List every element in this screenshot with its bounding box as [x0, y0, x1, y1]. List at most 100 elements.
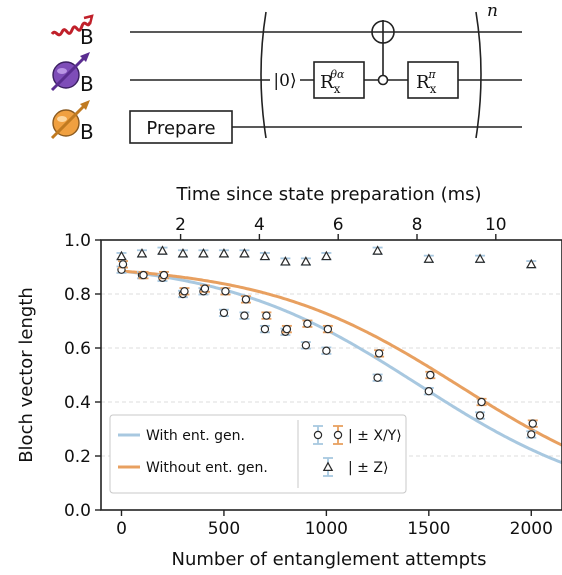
data-point-with: [240, 311, 249, 320]
x-tick-label: 2000: [510, 519, 553, 539]
gate1-sub: x: [334, 82, 341, 96]
top-tick-label: 6: [333, 215, 344, 235]
x-tick-label: 500: [208, 519, 240, 539]
circuit-diagram: B B B Prepare n |0⟩ Rxθα: [50, 1, 522, 144]
data-point-without: [528, 419, 537, 428]
legend-box: [109, 414, 407, 494]
data-point-without: [180, 287, 189, 296]
data-point-without: [374, 349, 384, 358]
gate-rx-pi: [407, 61, 459, 99]
gate2-base: R: [416, 72, 430, 93]
data-point-z: [177, 248, 189, 258]
y-axis-title: Bloch vector length: [16, 287, 37, 463]
data-point-with: [301, 341, 311, 350]
y-tick-label: 0.0: [64, 501, 91, 521]
axes: 0.0 0.2 0.4 0.6 0.8 1.0 0 500 1000 1500 2000 2 4 6 8 10: [64, 215, 553, 539]
plot-frame: [100, 239, 562, 511]
data-point-without: [303, 319, 312, 328]
repeat-bracket-right: [475, 11, 482, 139]
y-tick-label: 1.0: [64, 231, 91, 251]
x-axis-title: Number of entanglement attempts: [172, 549, 487, 570]
data-point-without: [241, 295, 251, 304]
y-tick-label: 0.8: [64, 285, 91, 305]
data-point-without: [282, 324, 292, 334]
repeat-bracket-left: [260, 11, 267, 139]
chart: 0.0 0.2 0.4 0.6 0.8 1.0 0 500 1000 1500 2000 2 4 6 8 10…: [16, 184, 562, 570]
y-tick-label: 0.4: [64, 393, 91, 413]
data-point-with: [322, 346, 331, 355]
data-point-z: [423, 253, 435, 263]
data-point-z: [136, 248, 148, 258]
gate-rx-theta: [313, 61, 365, 99]
fit-curves: [121, 269, 562, 465]
legend-label-with: With ent. gen.: [146, 428, 245, 444]
cnot-control: [377, 74, 389, 86]
data-point-z: [474, 253, 486, 263]
x-tick-label: 1500: [407, 519, 450, 539]
qubit-label-communication: B: [80, 72, 94, 96]
y-tick-label: 0.2: [64, 447, 91, 467]
data-point-without: [426, 370, 435, 380]
data-point-with: [260, 324, 270, 334]
fit-curve-with: [121, 269, 562, 465]
data-point-without: [262, 311, 271, 320]
data-point-z: [372, 245, 383, 255]
data-point-z: [259, 250, 271, 261]
markers: [116, 245, 538, 439]
legend-label-without: Without ent. gen.: [146, 460, 268, 476]
data-point-without: [139, 270, 148, 280]
data-point-with: [373, 373, 382, 382]
data-point-with: [527, 430, 536, 439]
top-tick-label: 2: [175, 215, 186, 235]
top-tick-label: 10: [485, 215, 507, 235]
data-point-z: [198, 248, 209, 258]
data-point-without: [118, 260, 128, 269]
data-point-without: [221, 287, 230, 296]
data-point-z: [300, 256, 312, 266]
svg-text:Rxθα: Rxθα: [320, 68, 345, 96]
legend-marker-without: [333, 430, 343, 440]
fit-curve-without: [121, 269, 562, 447]
prepare-label: Prepare: [146, 118, 215, 139]
legend-marker-z: [322, 461, 334, 471]
data-point-z: [321, 250, 332, 261]
data-point-z: [239, 248, 250, 258]
data-point-without: [200, 284, 210, 293]
data-point-without: [477, 397, 486, 407]
x-tick-label: 1000: [305, 519, 348, 539]
svg-text:Rxπ: Rxπ: [416, 68, 437, 96]
data-point-with: [219, 308, 229, 318]
data-point-without: [159, 270, 169, 280]
legend-label-xy: | ± X/Y⟩: [348, 428, 402, 444]
data-point-z: [218, 248, 230, 258]
data-point-with: [475, 411, 485, 420]
prepare-box: [129, 110, 233, 144]
gate2-sup: π: [427, 68, 436, 81]
ket-zero: |0⟩: [273, 71, 296, 91]
orange-spin-icon: [50, 100, 90, 140]
x-tick-label: 0: [116, 519, 127, 539]
gate1-sup: θα: [330, 68, 345, 81]
top-axis-title: Time since state preparation (ms): [175, 184, 481, 205]
data-point-without: [323, 324, 333, 334]
legend-marker-with: [313, 430, 323, 440]
purple-spin-icon: [50, 52, 90, 92]
gate1-base: R: [320, 72, 334, 93]
data-point-with: [424, 387, 434, 396]
data-point-z: [280, 256, 291, 266]
qubit-label-photon: B: [80, 25, 94, 49]
gate2-sub: x: [430, 82, 437, 96]
data-point-z: [157, 245, 168, 255]
legend: With ent. gen. Without ent. gen. | ± X/Y…: [109, 414, 407, 494]
y-tick-label: 0.6: [64, 339, 91, 359]
legend-markers: [313, 425, 343, 477]
top-tick-label: 4: [254, 215, 265, 235]
photon-icon: [50, 14, 94, 37]
data-point-z: [526, 258, 537, 269]
repeat-count: n: [487, 1, 498, 21]
legend-label-z: | ± Z⟩: [348, 460, 388, 476]
data-point-z: [116, 250, 127, 261]
qubit-label-memory: B: [80, 120, 94, 144]
top-tick-label: 8: [412, 215, 423, 235]
